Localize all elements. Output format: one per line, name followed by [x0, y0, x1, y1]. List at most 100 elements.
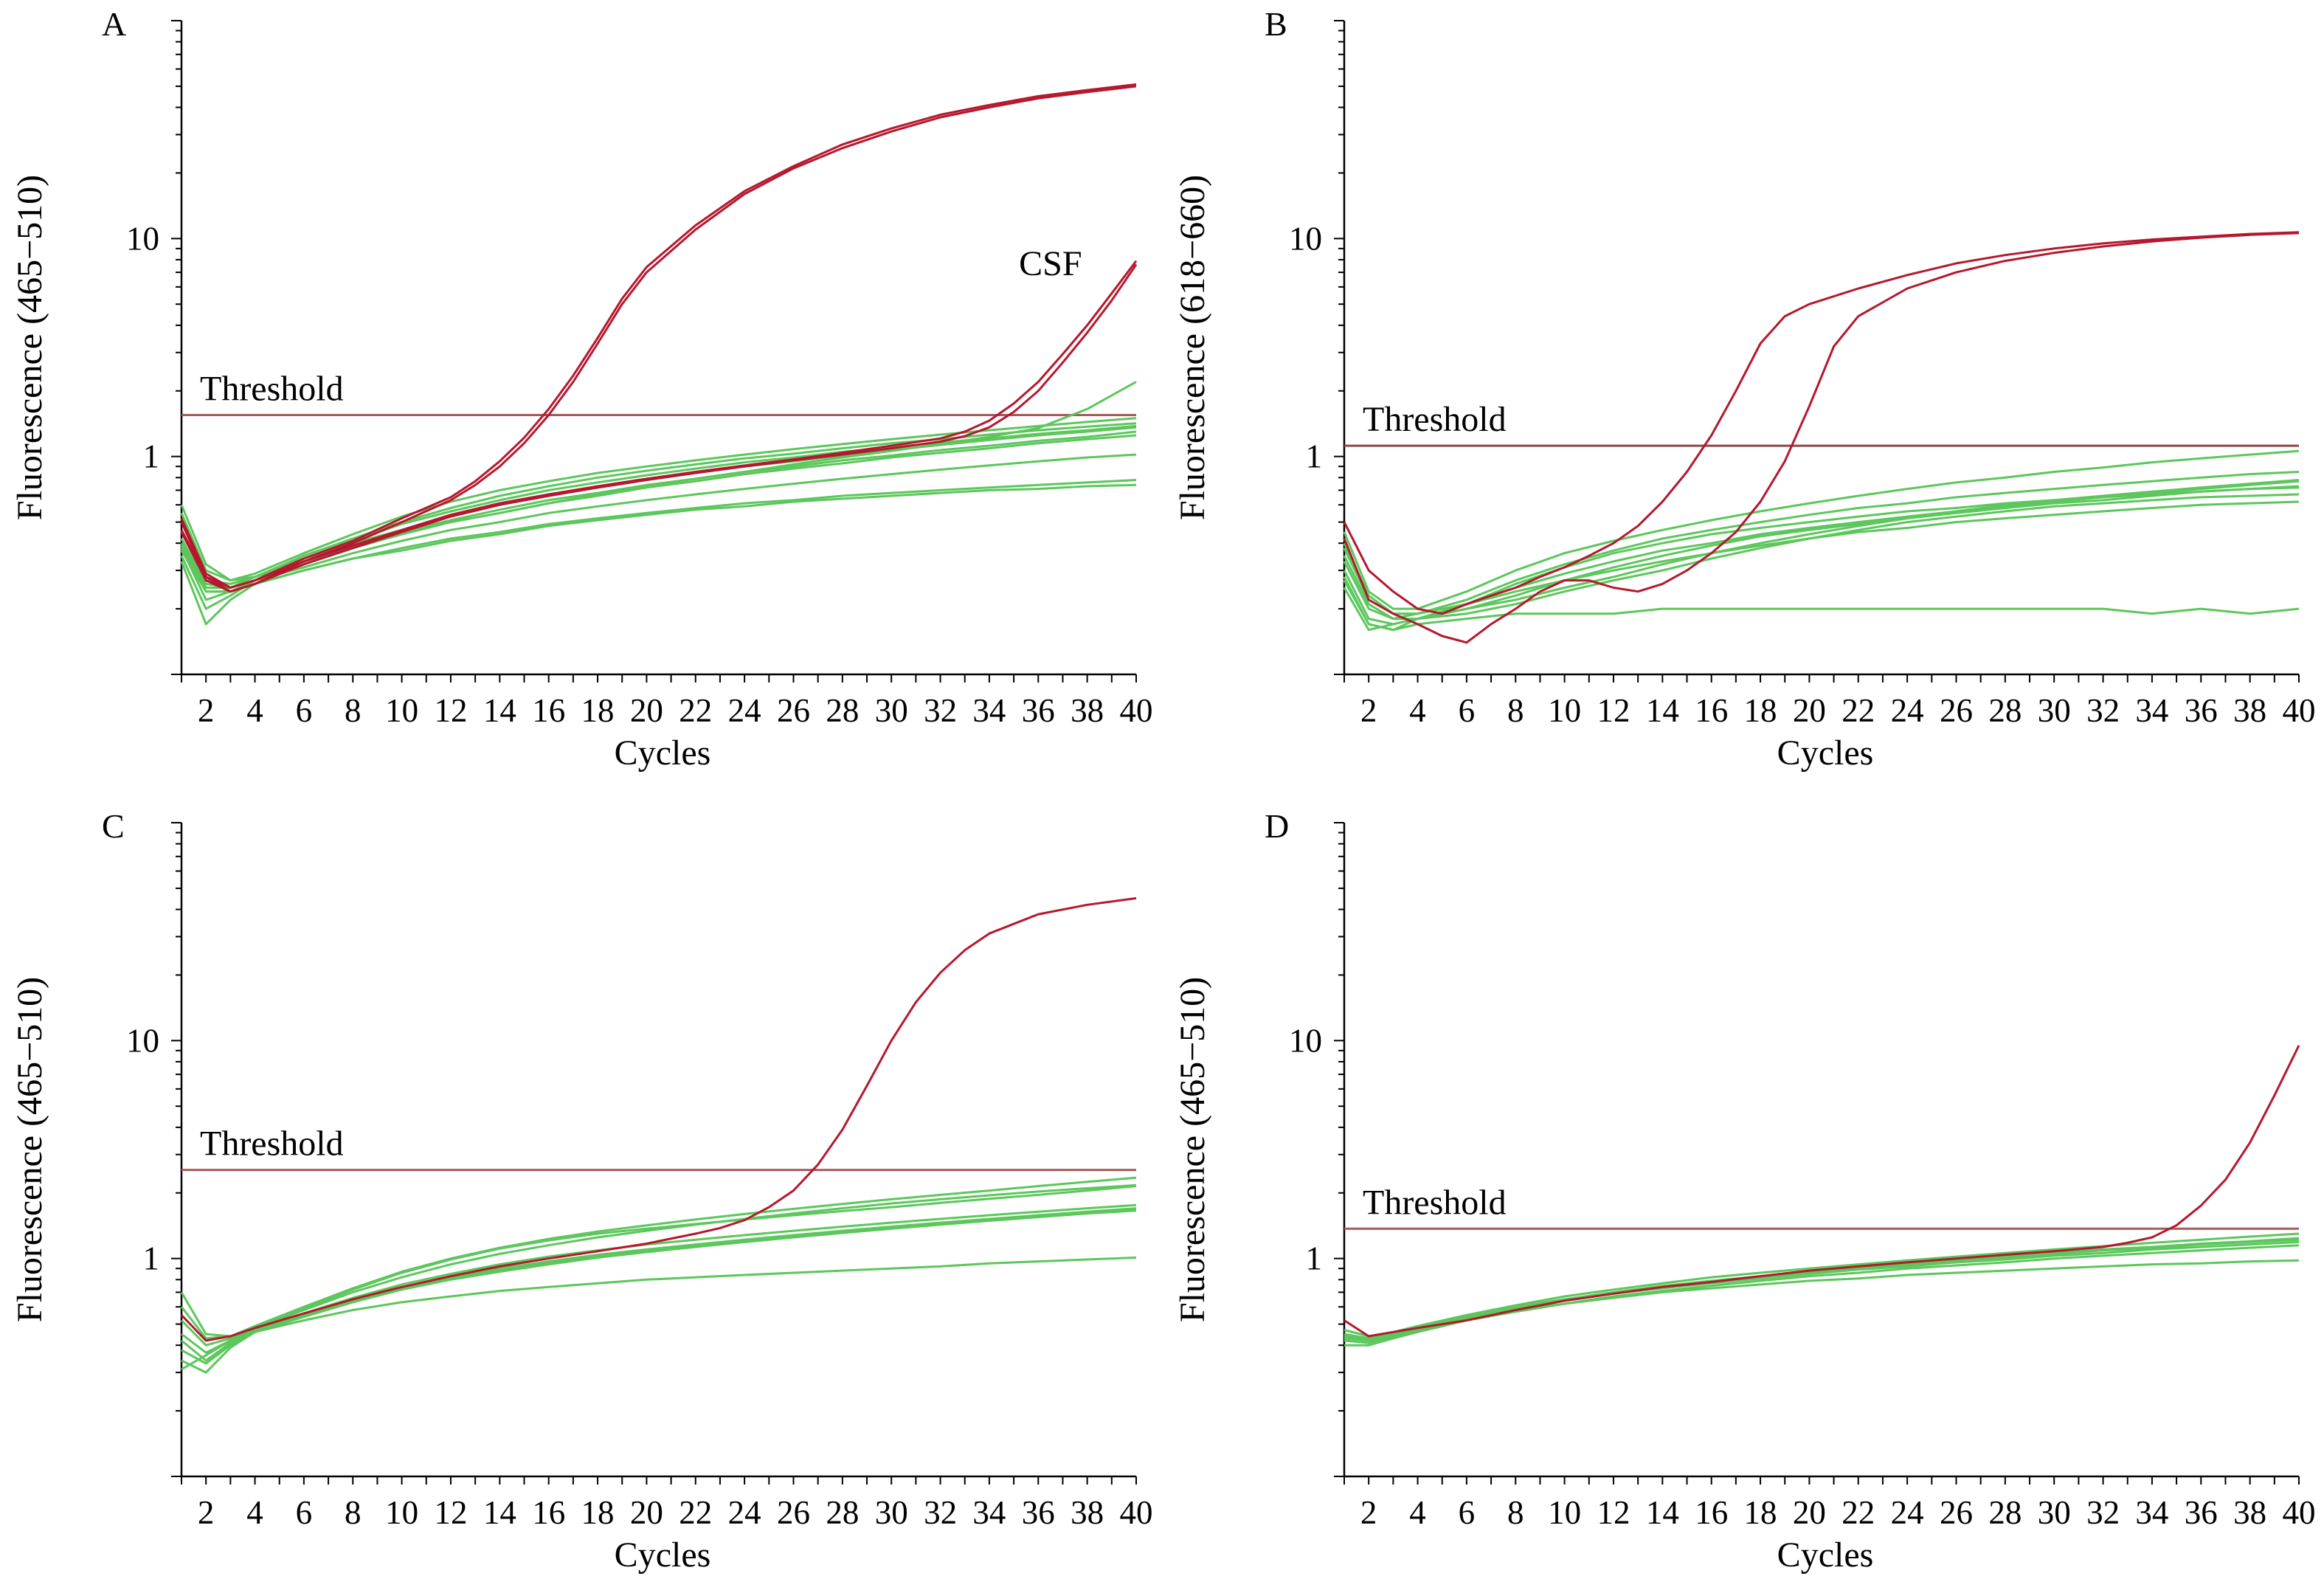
x-tick-label: 6 — [1459, 1494, 1476, 1531]
x-tick-label: 26 — [777, 1494, 810, 1531]
positive-sample-curve — [180, 83, 1137, 589]
negative-sample-curve — [181, 1209, 1137, 1362]
x-tick-label: 14 — [483, 1494, 516, 1531]
x-tick-label: 6 — [296, 1494, 313, 1531]
x-tick-label: 8 — [1507, 1494, 1524, 1531]
panel-label: B — [1265, 5, 1287, 43]
threshold-label: Threshold — [200, 1124, 344, 1164]
negative-sample-curve — [1343, 579, 2300, 632]
x-tick-label: 28 — [826, 1494, 859, 1531]
y-tick-label: 10 — [1289, 1022, 1322, 1059]
x-tick-label: 18 — [1744, 692, 1777, 729]
x-tick-label: 32 — [2086, 692, 2120, 729]
x-tick-label: 32 — [2086, 1494, 2120, 1531]
x-tick-label: 26 — [1940, 692, 1973, 729]
negative-sample-curve — [180, 1183, 1137, 1347]
x-tick-label: 2 — [1360, 692, 1377, 729]
x-tick-label: 36 — [2185, 1494, 2218, 1531]
x-tick-label: 28 — [1988, 1494, 2022, 1531]
x-tick-label: 22 — [1841, 1494, 1875, 1531]
x-tick-label: 36 — [2185, 692, 2218, 729]
x-tick-label: 2 — [198, 1494, 215, 1531]
negative-sample-curve — [1343, 471, 2300, 615]
panel-label: C — [102, 807, 125, 845]
positive-sample-curve — [180, 260, 1138, 589]
positive-sample-curve — [180, 263, 1138, 593]
y-tick-label: 10 — [126, 1022, 159, 1059]
x-tick-label: 12 — [1597, 1494, 1630, 1531]
x-tick-label: 14 — [1646, 692, 1679, 729]
x-tick-label: 30 — [875, 1494, 908, 1531]
x-tick-label: 20 — [630, 692, 663, 729]
y-axis-title: Fluorescence (465−510) — [10, 977, 49, 1322]
y-axis-title: Fluorescence (618−660) — [1173, 175, 1212, 520]
negative-sample-curve — [1343, 449, 2300, 610]
x-tick-label: 12 — [1597, 692, 1630, 729]
x-tick-label: 10 — [385, 1494, 418, 1531]
negative-sample-curve — [1343, 1238, 2300, 1342]
panel-label: A — [102, 5, 126, 43]
x-tick-label: 18 — [581, 1494, 615, 1531]
x-tick-label: 40 — [2283, 1494, 2316, 1531]
negative-sample-curve — [1343, 1240, 2300, 1344]
x-tick-label: 22 — [679, 1494, 712, 1531]
x-tick-label: 30 — [2038, 692, 2071, 729]
x-tick-label: 30 — [875, 692, 908, 729]
x-tick-label: 10 — [1548, 1494, 1581, 1531]
x-tick-label: 6 — [1459, 692, 1476, 729]
threshold-label: Threshold — [1363, 1183, 1507, 1222]
axis-frame — [1343, 823, 2299, 1478]
negative-sample-curve — [180, 1176, 1137, 1338]
x-tick-label: 38 — [2233, 692, 2266, 729]
x-tick-label: 8 — [345, 692, 362, 729]
x-tick-label: 34 — [2135, 692, 2168, 729]
negative-sample-curve — [180, 483, 1137, 593]
x-tick-label: 24 — [1891, 692, 1924, 729]
axis-frame — [180, 21, 1136, 676]
y-tick-label: 1 — [1306, 1240, 1323, 1277]
positive-sample-curve — [180, 85, 1137, 593]
negative-sample-curve — [180, 479, 1137, 593]
x-tick-label: 6 — [296, 692, 313, 729]
annotation-label: CSF — [1019, 244, 1082, 283]
x-tick-label: 20 — [1793, 692, 1826, 729]
x-tick-label: 40 — [1120, 692, 1153, 729]
x-tick-label: 38 — [1071, 1494, 1104, 1531]
x-tick-label: 18 — [1744, 1494, 1777, 1531]
y-tick-label: 1 — [143, 1240, 160, 1277]
x-tick-label: 20 — [630, 1494, 663, 1531]
negative-sample-curve — [181, 1209, 1137, 1365]
x-tick-label: 40 — [2283, 692, 2316, 729]
x-tick-label: 32 — [924, 692, 957, 729]
x-tick-label: 16 — [1695, 1494, 1728, 1531]
x-tick-label: 2 — [198, 692, 215, 729]
x-tick-label: 4 — [1409, 1494, 1426, 1531]
negative-sample-curve — [181, 1256, 1137, 1371]
negative-sample-curve — [1343, 1232, 2300, 1338]
x-tick-label: 26 — [777, 692, 810, 729]
x-tick-label: 22 — [1841, 692, 1875, 729]
x-tick-label: 36 — [1022, 692, 1055, 729]
x-tick-label: 38 — [2233, 1494, 2266, 1531]
x-tick-label: 14 — [483, 692, 516, 729]
x-tick-label: 18 — [581, 692, 615, 729]
positive-sample-curve — [1343, 232, 2300, 644]
series-group — [1343, 231, 2300, 644]
negative-sample-curve — [1343, 486, 2300, 632]
x-tick-label: 34 — [2135, 1494, 2168, 1531]
x-tick-label: 20 — [1793, 1494, 1826, 1531]
x-tick-label: 16 — [1695, 692, 1728, 729]
x-axis-title: Cycles — [615, 1535, 711, 1575]
x-axis-title: Cycles — [1777, 1535, 1874, 1575]
x-tick-label: 40 — [1120, 1494, 1153, 1531]
series-group — [180, 896, 1137, 1374]
y-axis-title: Fluorescence (465−510) — [10, 175, 49, 520]
x-tick-label: 16 — [532, 1494, 565, 1531]
x-tick-label: 32 — [924, 1494, 957, 1531]
x-tick-label: 36 — [1022, 1494, 1055, 1531]
x-tick-label: 38 — [1071, 692, 1104, 729]
